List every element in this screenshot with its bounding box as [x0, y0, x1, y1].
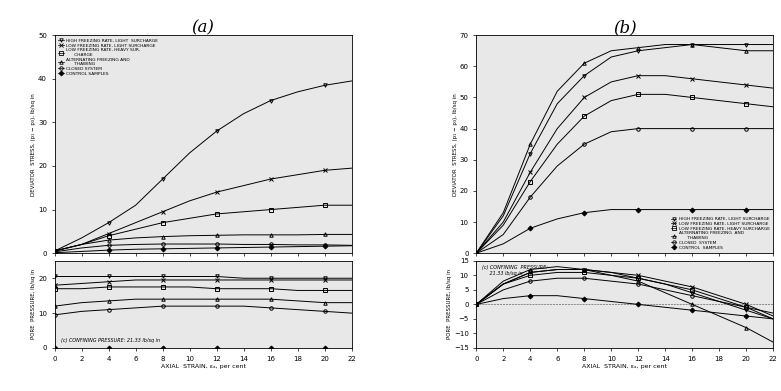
Y-axis label: DEVIATOR  STRESS, (p₁ − p₃), lb/sq in: DEVIATOR STRESS, (p₁ − p₃), lb/sq in: [31, 93, 36, 196]
Y-axis label: DEVIATOR  STRESS, (p₁ − p₃), lb/sq in: DEVIATOR STRESS, (p₁ − p₃), lb/sq in: [452, 93, 458, 196]
Text: (b): (b): [613, 20, 637, 36]
Text: (c) CONFINING  PRESSURE:
     21.33 lb/sq in: (c) CONFINING PRESSURE: 21.33 lb/sq in: [482, 265, 548, 276]
Legend: HIGH FREEZING RATE, LIGHT  SURCHARGE, LOW FREEZING RATE, LIGHT SURCHARGE, LOW FR: HIGH FREEZING RATE, LIGHT SURCHARGE, LOW…: [57, 38, 159, 77]
Legend: HIGH FREEZING RATE, LIGHT SURCHARGE, LOW FREEZING RATE, LIGHT SURCHARGE, LOW FRE: HIGH FREEZING RATE, LIGHT SURCHARGE, LOW…: [670, 216, 771, 251]
X-axis label: AXIAL  STRAIN, εₐ, per cent: AXIAL STRAIN, εₐ, per cent: [161, 364, 246, 369]
Y-axis label: PORE  PRESSURE, lb/sq in: PORE PRESSURE, lb/sq in: [31, 269, 36, 339]
Text: (c) CONFINING PRESSURE: 21.33 lb/sq in: (c) CONFINING PRESSURE: 21.33 lb/sq in: [61, 338, 160, 343]
Text: (a): (a): [191, 20, 215, 36]
X-axis label: AXIAL  STRAIN, εₐ, per cent: AXIAL STRAIN, εₐ, per cent: [582, 364, 667, 369]
Y-axis label: PORE  PRESSURE, lb/sq in: PORE PRESSURE, lb/sq in: [447, 269, 451, 339]
